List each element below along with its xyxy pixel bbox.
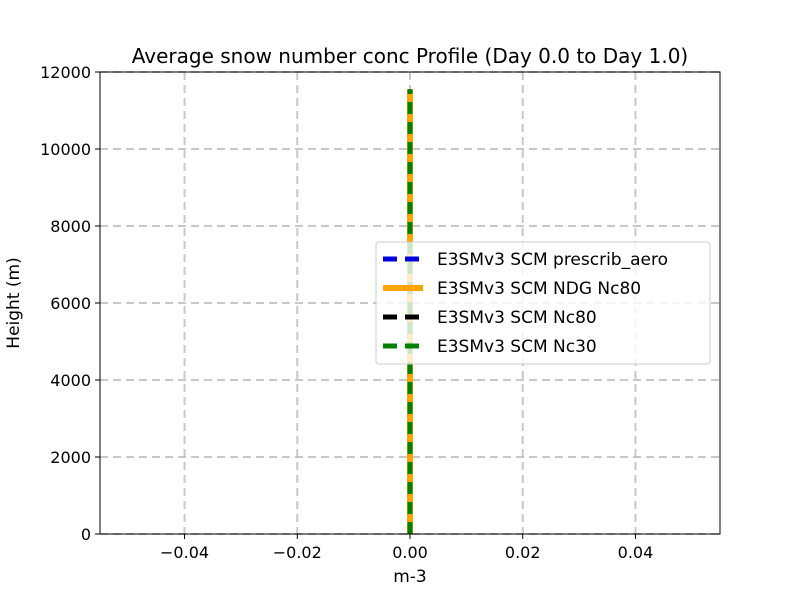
y-tick-label: 10000	[40, 140, 91, 159]
y-axis-label: Height (m)	[4, 257, 24, 348]
y-tick-label: 6000	[50, 294, 91, 313]
y-tick-label: 8000	[50, 217, 91, 236]
legend-frame	[375, 241, 711, 365]
y-tick-label: 0	[81, 525, 91, 544]
y-tick-label: 2000	[50, 448, 91, 467]
legend: E3SMv3 SCM prescrib_aero E3SMv3 SCM NDG N…	[375, 241, 711, 365]
x-axis-label: m-3	[393, 567, 427, 587]
legend-label-1: E3SMv3 SCM prescrib_aero	[437, 250, 668, 270]
x-tick-label: −0.04	[160, 543, 209, 562]
x-tick-label: 0.02	[505, 543, 541, 562]
legend-label-2: E3SMv3 SCM NDG Nc80	[437, 279, 641, 299]
ticks: −0.04 −0.02 0.00 0.02 0.04 0 2000 4000 6000 8000 1…	[40, 63, 653, 562]
x-tick-label: 0.00	[392, 543, 428, 562]
legend-label-3: E3SMv3 SCM Nc80	[437, 308, 597, 328]
x-tick-label: 0.04	[618, 543, 654, 562]
chart-title: Average snow number conc Profile (Day 0.…	[132, 44, 688, 68]
y-tick-label: 4000	[50, 371, 91, 390]
y-tick-label: 12000	[40, 63, 91, 82]
x-tick-label: −0.02	[273, 543, 322, 562]
legend-label-4: E3SMv3 SCM Nc30	[437, 337, 597, 357]
